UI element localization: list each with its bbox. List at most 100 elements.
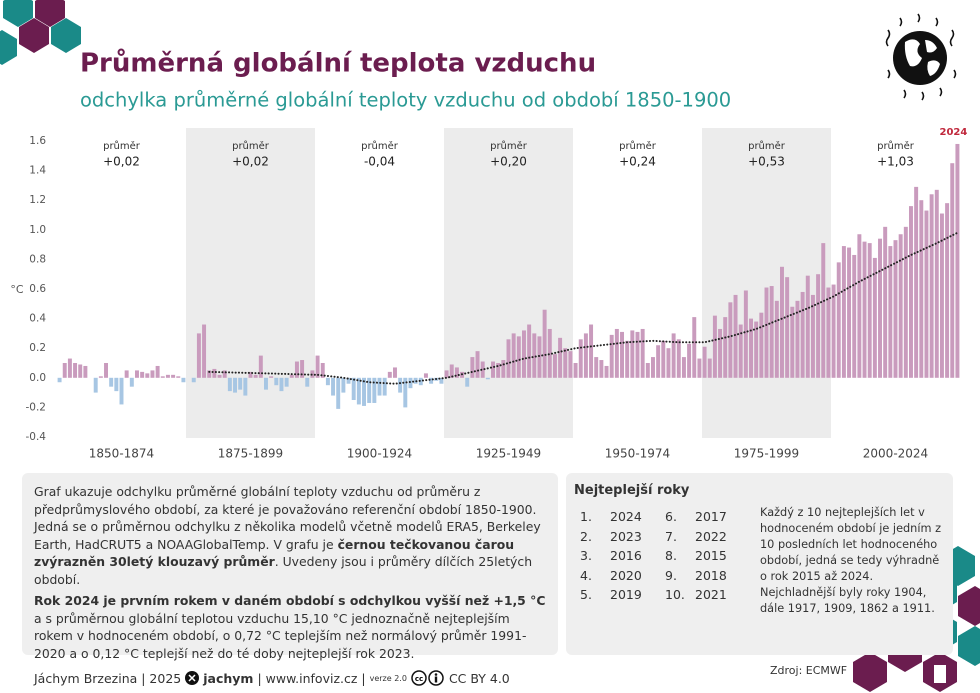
x-icon	[185, 671, 200, 685]
text-bold: Rok 2024 je prvním rokem v daném období …	[34, 593, 546, 608]
rank-rank: 10.	[665, 587, 685, 602]
paragraph: Rok 2024 je prvním rokem v daném období …	[34, 592, 546, 662]
bar	[609, 334, 614, 378]
bar	[439, 377, 444, 384]
bar	[191, 377, 196, 383]
period-mean: +0,24	[619, 155, 656, 169]
bar	[620, 331, 624, 378]
subtitle: odchylka průměrné globální teploty vzduc…	[80, 89, 731, 112]
bar	[444, 370, 449, 378]
rank-year: 2017	[695, 509, 727, 524]
period-caption: průměr	[361, 140, 399, 152]
bar	[651, 357, 655, 378]
bar	[73, 363, 78, 378]
period-label: 1875-1899	[218, 447, 283, 461]
bar	[841, 246, 846, 378]
bar	[764, 287, 769, 378]
bar	[929, 194, 934, 378]
bar	[238, 377, 243, 390]
rank-rank: 5.	[580, 587, 592, 602]
bar	[341, 377, 346, 393]
bar	[362, 377, 366, 406]
bar	[356, 377, 361, 405]
bar	[67, 358, 72, 378]
bar	[661, 340, 666, 378]
bar	[150, 370, 155, 378]
y-tick-label: 0.2	[29, 342, 46, 354]
bar	[527, 324, 532, 378]
bar	[532, 333, 537, 378]
period-mean: +0,02	[232, 155, 269, 169]
rank-year: 2024	[610, 509, 642, 524]
bar	[408, 377, 413, 389]
bar	[831, 284, 836, 378]
bar	[289, 374, 294, 378]
y-tick-label: 1.2	[29, 194, 46, 206]
bar	[480, 361, 485, 378]
bar	[305, 377, 310, 387]
annotation: 2024	[939, 127, 967, 138]
bar	[759, 312, 764, 378]
bar	[723, 317, 728, 378]
rank-year: 2016	[610, 548, 642, 563]
bar	[140, 371, 145, 378]
bar	[62, 363, 67, 378]
rank-rank: 1.	[580, 509, 592, 524]
bar	[594, 357, 599, 378]
bar	[264, 377, 268, 390]
bar	[135, 370, 139, 378]
y-tick-label: 0.4	[29, 313, 46, 325]
y-tick-label: 1.4	[29, 165, 46, 177]
bar	[847, 247, 852, 378]
bar	[212, 368, 217, 378]
bar	[738, 324, 743, 378]
period-label: 1950-1974	[605, 447, 670, 461]
bar	[98, 376, 103, 378]
bar	[749, 318, 753, 378]
bar	[635, 331, 640, 378]
bar	[202, 324, 207, 378]
period-caption: průměr	[103, 140, 141, 152]
rank-item: 6. 2017	[665, 509, 750, 529]
bar	[233, 377, 237, 393]
period-band	[702, 128, 831, 438]
bar	[666, 348, 671, 378]
bar	[284, 377, 289, 387]
bar	[826, 287, 831, 378]
y-tick-label: 0.0	[29, 372, 46, 384]
text: Graf ukazuje odchylku průměrné globální …	[34, 484, 541, 552]
bar	[336, 377, 341, 409]
rank-rank: 6.	[665, 509, 677, 524]
bar	[640, 328, 645, 378]
bar	[346, 377, 351, 384]
bar	[506, 339, 511, 378]
bar	[692, 317, 697, 378]
bar	[217, 374, 222, 378]
bar	[589, 324, 594, 378]
bar	[253, 374, 258, 378]
text-bold: černou tečkovanou čarou zvýrazněn 30letý…	[34, 536, 515, 570]
bar	[769, 286, 774, 378]
rank-item: 2. 2023	[580, 529, 665, 549]
bar	[810, 294, 815, 378]
handle: jachym	[203, 670, 254, 686]
bar	[78, 364, 83, 378]
period-mean: +1,03	[877, 155, 914, 169]
bar	[93, 377, 98, 393]
period-mean: +0,53	[748, 155, 785, 169]
period-label: 1900-1924	[347, 447, 412, 461]
bar	[857, 234, 862, 378]
bar	[790, 306, 795, 378]
bar	[542, 309, 547, 378]
period-label: 1975-1999	[734, 447, 799, 461]
rank-item: 9. 2018	[665, 568, 750, 588]
bar	[687, 343, 692, 378]
rank-year: 2022	[695, 528, 727, 544]
bar	[315, 355, 320, 378]
bar	[702, 346, 707, 378]
bar	[403, 377, 408, 408]
rank-rank: 4.	[580, 567, 592, 583]
rank-year: 2021	[695, 587, 727, 602]
bar	[207, 370, 212, 378]
